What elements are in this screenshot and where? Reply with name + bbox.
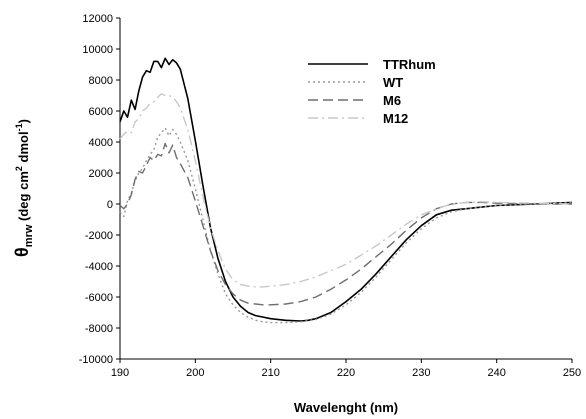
y-tick-label: -4000 — [85, 261, 113, 273]
y-axis-title-sup1: 2 — [14, 166, 24, 171]
y-tick-label: 10000 — [82, 44, 113, 56]
y-axis-title-units-mid: dmol — [16, 131, 31, 166]
y-axis-title-symbol: θ — [12, 247, 32, 257]
series-line-m6 — [119, 142, 572, 306]
y-axis-title-units: (deg cm — [16, 171, 31, 224]
x-tick-label: 250 — [563, 367, 581, 379]
x-axis-title: Wavelenght (nm) — [294, 400, 398, 415]
x-axis-ticks: 190 200 210 220 230 240 250 — [111, 359, 581, 379]
y-tick-label: 0 — [107, 199, 113, 211]
y-tick-label: 6000 — [89, 106, 113, 118]
y-axis-title-sup2: -1 — [14, 123, 24, 131]
y-tick-label: -2000 — [85, 230, 113, 242]
y-tick-label: 2000 — [89, 168, 113, 180]
legend-label-m6: M6 — [383, 93, 401, 108]
x-tick-label: 240 — [487, 367, 505, 379]
y-axis-title-subscript: mrw — [23, 224, 35, 247]
x-tick-label: 190 — [111, 367, 129, 379]
x-tick-label: 210 — [261, 367, 279, 379]
y-tick-label: 4000 — [89, 137, 113, 149]
y-axis-title: θmrw (deg cm2 dmol-1) — [12, 119, 35, 257]
y-axis-ticks: 12000 10000 8000 6000 4000 2000 0 -2000 -4000 -60… — [79, 13, 120, 366]
series-line-m12 — [119, 93, 573, 288]
legend-label-m12: M12 — [383, 111, 408, 126]
y-tick-label: -10000 — [79, 354, 113, 366]
y-axis-title-close: ) — [16, 119, 31, 123]
series-line-wt — [119, 127, 573, 324]
legend-label-wt: WT — [383, 75, 403, 90]
x-tick-label: 200 — [186, 367, 204, 379]
series-line-ttrhum — [119, 57, 573, 322]
x-tick-label: 220 — [337, 367, 355, 379]
series-layer — [119, 57, 573, 324]
y-tick-label: 12000 — [82, 13, 113, 25]
legend: TTRhum WT M6 M12 — [308, 57, 436, 126]
legend-label-ttrhum: TTRhum — [383, 57, 436, 72]
x-tick-label: 230 — [412, 367, 430, 379]
y-tick-label: -6000 — [85, 292, 113, 304]
y-tick-label: -8000 — [85, 323, 113, 335]
y-tick-label: 8000 — [89, 75, 113, 87]
